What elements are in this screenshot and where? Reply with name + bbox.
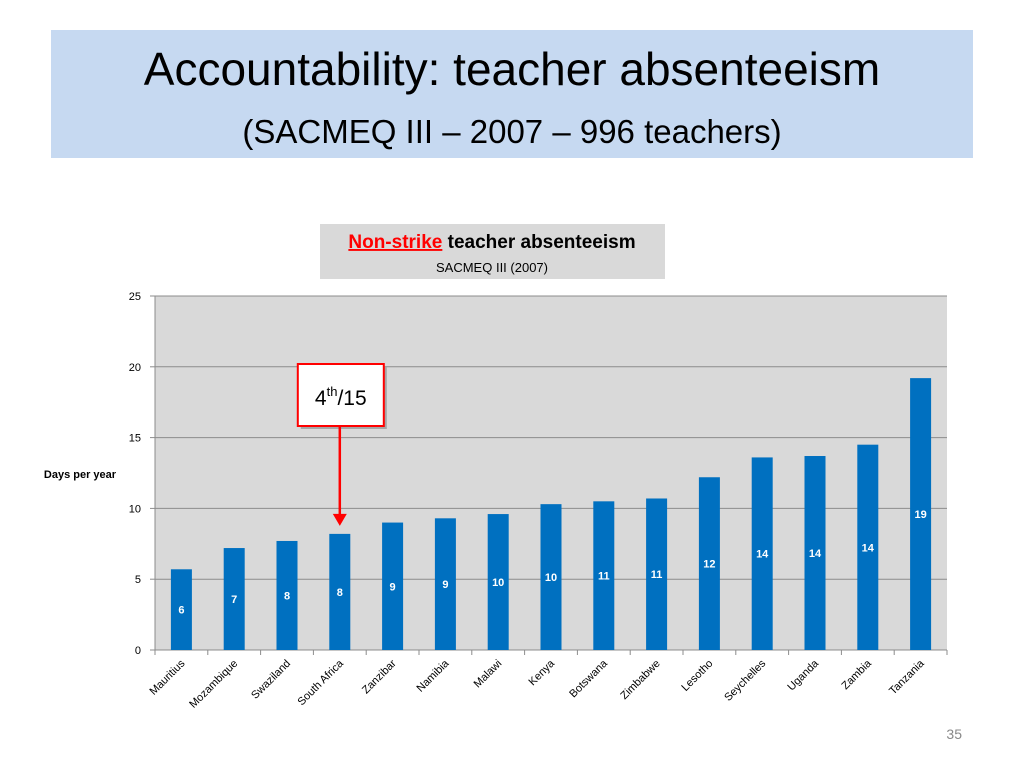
bar-data-label: 11 (598, 571, 610, 583)
bar-data-label: 10 (492, 577, 504, 589)
bar-mauritius (170, 569, 192, 650)
bar-swaziland (276, 540, 298, 650)
y-tick-label: 5 (135, 574, 141, 586)
bar-tanzania (910, 378, 932, 650)
chart-title-highlight: Non-strike (348, 232, 442, 253)
bar-data-label: 12 (703, 559, 715, 571)
slide-subtitle: (SACMEQ III – 2007 – 996 teachers) (242, 113, 782, 150)
x-tick-label: Namibia (414, 657, 452, 695)
y-tick-label: 25 (129, 291, 141, 303)
annotation-box (296, 363, 385, 427)
bar-malawi (487, 514, 509, 650)
x-tick-label: Swaziland (249, 658, 293, 702)
x-tick-label: Zambia (839, 657, 874, 692)
bar-data-label: 14 (756, 549, 769, 561)
annotation-rank-total: /15 (337, 387, 366, 410)
bar-data-label: 10 (545, 572, 557, 584)
bar-data-label: 8 (284, 590, 290, 602)
x-tick-label: Uganda (785, 657, 821, 693)
x-tick-label: Malawi (472, 658, 505, 691)
y-tick-label: 15 (129, 433, 141, 445)
bar-zambia (857, 444, 879, 650)
x-tick-label: Zanzibar (360, 657, 399, 696)
x-tick-label: Tanzania (887, 657, 927, 697)
annotation-rank-number: 4 (315, 387, 327, 410)
bar-south-africa (329, 533, 351, 650)
x-tick-label: South Africa (295, 657, 346, 708)
x-tick-label: Botswana (567, 657, 610, 700)
title-banner: Accountability: teacher absenteeism (SAC… (51, 30, 973, 158)
y-tick-label: 10 (129, 503, 141, 515)
x-tick-label: Zimbabwe (618, 658, 662, 702)
annotation-arrow-head (332, 513, 347, 526)
chart-title: Non-strike teacher absenteeism (348, 232, 635, 253)
bar-kenya (540, 504, 562, 650)
annotation-rank-suffix: th (327, 384, 338, 399)
annotation-rank: 4th/15 (315, 384, 367, 410)
bar-data-label: 8 (337, 587, 343, 599)
bar-uganda (804, 456, 826, 650)
slide-title: Accountability: teacher absenteeism (143, 43, 881, 95)
bar-zimbabwe (646, 498, 668, 650)
page-number: 35 (946, 726, 962, 742)
bar-seychelles (751, 457, 773, 650)
bar-data-label: 9 (390, 581, 396, 593)
x-tick-label: Lesotho (679, 658, 715, 694)
chart-subtitle: SACMEQ III (2007) (436, 260, 548, 275)
y-tick-label: 0 (135, 645, 141, 657)
y-tick-label: 20 (129, 362, 141, 374)
bar-data-label: 11 (651, 569, 663, 581)
bar-mozambique (223, 548, 245, 650)
bar-data-label: 14 (809, 548, 822, 560)
bar-zanzibar (382, 522, 404, 650)
x-tick-label: Mauritius (147, 657, 187, 697)
bar-lesotho (698, 477, 720, 650)
bar-data-label: 14 (862, 542, 875, 554)
chart-title-box (320, 224, 665, 279)
chart-title-rest: teacher absenteeism (442, 232, 635, 253)
y-axis-label: Days per year (44, 469, 117, 481)
bar-botswana (593, 501, 615, 650)
bar-namibia (434, 518, 456, 650)
bar-data-label: 19 (914, 509, 926, 521)
x-tick-label: Mozambique (187, 658, 240, 711)
bar-data-label: 6 (178, 605, 184, 617)
x-tick-label: Kenya (527, 657, 558, 688)
bar-data-label: 7 (231, 594, 237, 606)
x-tick-label: Seychelles (722, 657, 768, 703)
bar-data-label: 9 (442, 579, 448, 591)
